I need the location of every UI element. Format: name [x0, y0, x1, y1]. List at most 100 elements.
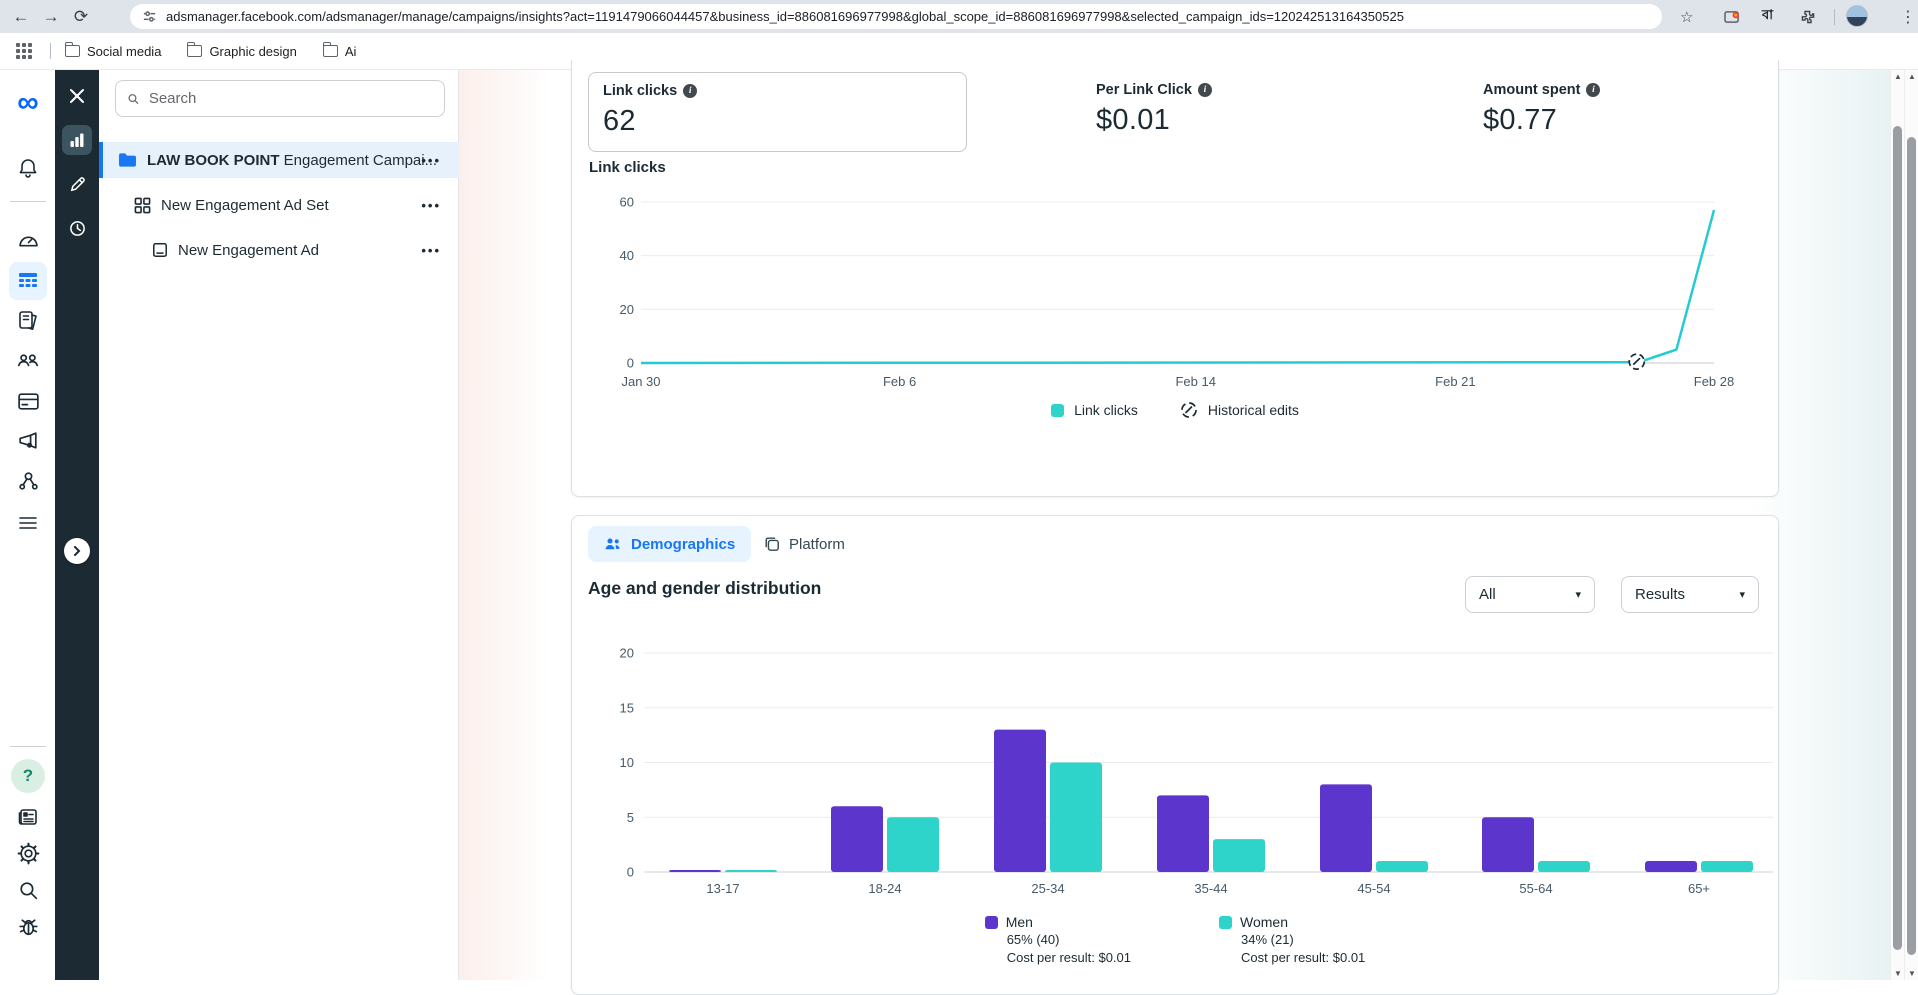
svg-text:10: 10: [620, 755, 634, 770]
all-tools-menu-icon[interactable]: [9, 504, 47, 542]
svg-text:25-34: 25-34: [1031, 881, 1064, 896]
extensions-puzzle-icon[interactable]: [1800, 9, 1816, 25]
scroll-up-icon[interactable]: ▲: [1908, 72, 1916, 81]
demographics-title: Age and gender distribution: [588, 578, 822, 598]
url-text: adsmanager.facebook.com/adsmanager/manag…: [166, 9, 1404, 24]
scrollbar-area: ▲ ▼ ▲ ▼: [1890, 70, 1918, 980]
demographics-people-icon: [605, 538, 620, 550]
svg-text:Feb 14: Feb 14: [1175, 374, 1215, 389]
account-overview-gauge-icon[interactable]: [9, 222, 47, 260]
svg-text:15: 15: [620, 700, 634, 715]
apps-grid-icon[interactable]: [16, 43, 32, 59]
inner-scrollbar-thumb[interactable]: [1893, 126, 1902, 950]
close-icon[interactable]: [62, 81, 92, 111]
svg-text:Jan 30: Jan 30: [621, 374, 660, 389]
folder-icon: [322, 42, 338, 57]
url-bar[interactable]: adsmanager.facebook.com/adsmanager/manag…: [130, 4, 1662, 29]
reload-icon[interactable]: ⟳: [73, 6, 89, 26]
search-magnifier-icon[interactable]: [9, 871, 47, 909]
row-menu-icon[interactable]: •••: [421, 152, 441, 168]
inner-scrollbar-track[interactable]: ▲ ▼: [1890, 70, 1904, 980]
bar-chart-legend: Men 65% (40) Cost per result: $0.01 Wome…: [572, 914, 1778, 966]
edit-pencil-icon[interactable]: [62, 169, 92, 199]
bookmark-star-icon[interactable]: ☆: [1680, 8, 1694, 26]
tree-row-campaign[interactable]: LAW BOOK POINT Engagement Campai... •••: [99, 142, 459, 178]
audiences-people-icon[interactable]: [9, 341, 47, 379]
svg-text:Feb 6: Feb 6: [883, 374, 916, 389]
row-menu-icon[interactable]: •••: [421, 242, 441, 258]
browser-toolbar: ← → ⟳ adsmanager.facebook.com/adsmanager…: [0, 0, 1918, 33]
info-icon[interactable]: i: [683, 84, 698, 98]
search-icon: [128, 93, 139, 104]
line-chart-legend: Link clicks Historical edits: [572, 401, 1778, 419]
ads-manager-app: ∞ ?: [0, 60, 1918, 995]
svg-text:20: 20: [620, 646, 634, 661]
chevron-down-icon: ▾: [1739, 589, 1745, 601]
bookmark-graphic-design[interactable]: Graphic design: [187, 42, 297, 59]
chevron-down-icon: ▾: [1575, 589, 1581, 601]
folder-icon: [65, 42, 80, 57]
billing-card-icon[interactable]: [9, 382, 47, 420]
notifications-bell-icon[interactable]: [9, 149, 47, 187]
settings-gear-icon[interactable]: [9, 834, 47, 872]
toolbar-separator: [1834, 8, 1835, 25]
report-bug-icon[interactable]: [9, 908, 47, 946]
metric-filter-dropdown[interactable]: Results ▾: [1621, 576, 1759, 613]
bookmark-ai[interactable]: Ai: [322, 42, 356, 59]
svg-text:65+: 65+: [1688, 881, 1710, 896]
ads-reporting-pages-icon[interactable]: [9, 301, 47, 339]
tree-row-ad[interactable]: New Engagement Ad •••: [99, 232, 459, 268]
left-icon-rail: ∞ ?: [0, 70, 55, 980]
scroll-up-icon[interactable]: ▲: [1894, 72, 1902, 81]
news-updates-icon[interactable]: [9, 798, 47, 836]
folder-icon: [187, 42, 203, 57]
browser-menu-icon[interactable]: ⋮: [1900, 8, 1916, 26]
bookmarks-separator: [50, 43, 51, 59]
tab-platform[interactable]: Platform: [748, 526, 861, 562]
svg-text:13-17: 13-17: [706, 881, 739, 896]
svg-text:55-64: 55-64: [1519, 881, 1552, 896]
link-clicks-legend-swatch: [1051, 403, 1065, 417]
metric-value: $0.01: [1096, 104, 1171, 136]
site-settings-icon[interactable]: [142, 9, 157, 24]
row-menu-icon[interactable]: •••: [421, 197, 441, 213]
expand-panel-chevron-icon[interactable]: [64, 538, 90, 564]
platform-layers-icon: [765, 537, 779, 551]
forward-icon[interactable]: →: [42, 6, 60, 26]
svg-text:Feb 21: Feb 21: [1435, 374, 1475, 389]
svg-text:5: 5: [627, 810, 634, 825]
profile-avatar[interactable]: [1846, 5, 1868, 27]
metric-per-link-click[interactable]: Per Link Click i $0.01: [1096, 82, 1212, 137]
charts-tab-icon-active[interactable]: [62, 125, 92, 155]
campaigns-table-icon-active[interactable]: [9, 262, 47, 300]
help-icon[interactable]: ?: [11, 759, 45, 793]
browser-scrollbar-track[interactable]: ▲ ▼: [1904, 70, 1918, 980]
svg-text:45-54: 45-54: [1357, 881, 1390, 896]
rail-divider: [10, 201, 46, 202]
browser-scrollbar-thumb[interactable]: [1907, 137, 1916, 955]
age-gender-bar-chart: 20 15 10 5 0 13-17 18-24 25-34 35-44 45-54 55-64 65…: [620, 646, 1773, 896]
tree-row-adset[interactable]: New Engagement Ad Set •••: [99, 187, 459, 223]
history-clock-icon[interactable]: [62, 213, 92, 243]
scroll-down-icon[interactable]: ▼: [1894, 969, 1902, 978]
back-icon[interactable]: ←: [12, 6, 30, 26]
search-field[interactable]: [115, 80, 445, 117]
scroll-down-icon[interactable]: ▼: [1908, 969, 1916, 978]
events-manager-megaphone-icon[interactable]: [9, 421, 47, 459]
gender-filter-dropdown[interactable]: All ▾: [1465, 576, 1595, 613]
tab-demographics[interactable]: Demographics: [588, 526, 752, 562]
meta-logo[interactable]: ∞: [17, 86, 39, 119]
campaign-folder-icon: [118, 152, 137, 168]
translate-extension-icon[interactable]: বা: [1762, 7, 1774, 22]
tab-media-icon[interactable]: [1724, 9, 1741, 24]
metric-link-clicks[interactable]: Link clicks i 62: [588, 72, 967, 152]
legend-men: Men 65% (40) Cost per result: $0.01: [984, 914, 1131, 966]
insights-nav-strip: [55, 70, 99, 980]
metric-amount-spent[interactable]: Amount spent i $0.77: [1483, 82, 1601, 137]
info-icon[interactable]: i: [1586, 83, 1601, 97]
info-icon[interactable]: i: [1197, 83, 1212, 97]
business-settings-network-icon[interactable]: [9, 462, 47, 500]
historical-edits-icon: [1181, 402, 1197, 418]
search-input[interactable]: [148, 90, 434, 107]
bookmark-social-media[interactable]: Social media: [65, 42, 161, 59]
